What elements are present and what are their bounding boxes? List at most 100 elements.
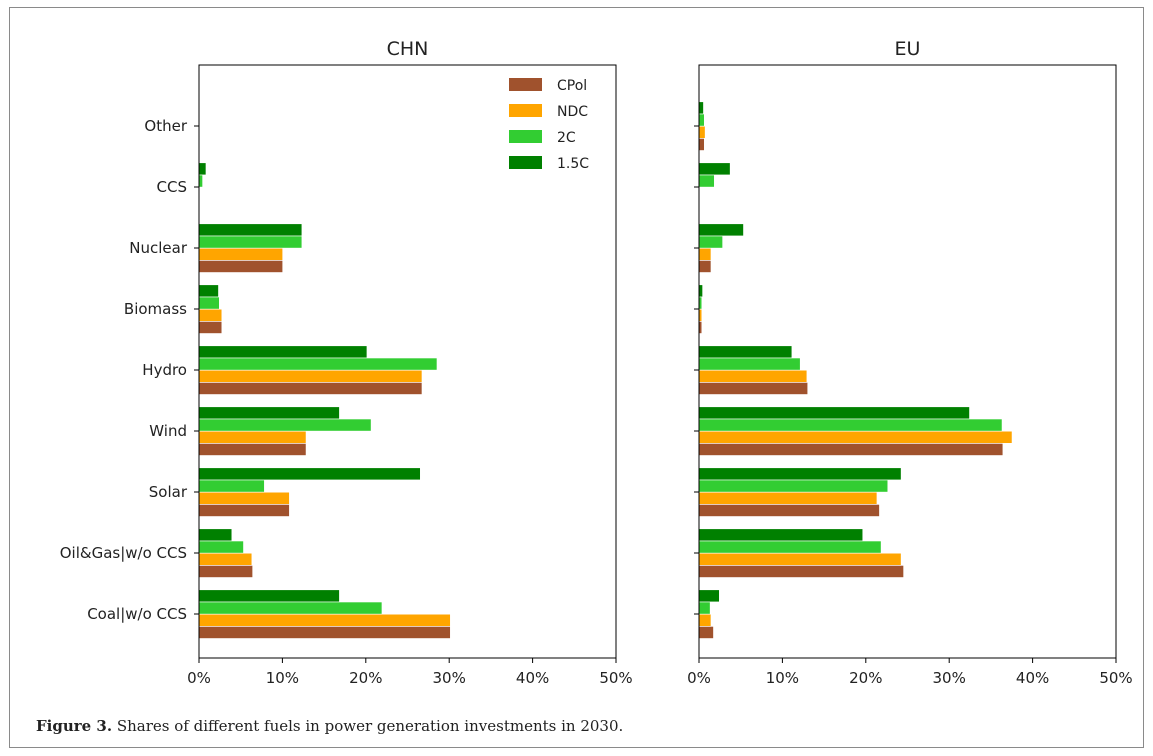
eu-bar-solar-1-5c — [699, 468, 901, 480]
chn-bar-biomass-1-5c — [199, 285, 219, 297]
chn-bar-hydro-1-5c — [199, 346, 367, 358]
eu-bar-nuclear-cpol — [699, 260, 711, 273]
chn-y-tick-label-coal-w-o-ccs: Coal|w/o CCS — [87, 605, 187, 623]
chn-bar-oil-gas-w-o-ccs-2c — [199, 541, 244, 553]
chn-bar-biomass-cpol — [199, 321, 222, 334]
figure-caption-text: Shares of different fuels in power gener… — [112, 717, 624, 735]
eu-bar-oil-gas-w-o-ccs-ndc — [699, 553, 901, 565]
chn-bar-coal-w-o-ccs-ndc — [199, 614, 451, 626]
figure-caption-label: Figure 3. — [36, 717, 113, 735]
eu-chart-title: EU — [895, 38, 921, 60]
chn-x-tick-label: 20% — [349, 669, 382, 687]
eu-bar-oil-gas-w-o-ccs-cpol — [699, 565, 904, 578]
chn-bar-solar-cpol — [199, 504, 290, 517]
chn-y-tick-label-biomass: Biomass — [124, 300, 187, 318]
chn-bar-ccs-1-5c — [199, 163, 206, 175]
eu-bar-oil-gas-w-o-ccs-1-5c — [699, 529, 863, 541]
chn-x-tick-label: 0% — [187, 669, 211, 687]
eu-x-tick-label: 50% — [1099, 669, 1132, 687]
chn-bar-ccs-2c — [199, 175, 203, 187]
chn-bar-oil-gas-w-o-ccs-1-5c — [199, 529, 232, 541]
eu-bar-ccs-1-5c — [699, 163, 730, 175]
chn-y-tick-label-wind: Wind — [149, 422, 187, 440]
chn-bar-coal-w-o-ccs-cpol — [199, 626, 451, 639]
legend-swatch-cpol — [509, 78, 542, 91]
eu-bar-biomass-1-5c — [699, 285, 703, 297]
chn-y-tick-label-other: Other — [144, 117, 187, 135]
eu-bar-hydro-cpol — [699, 382, 808, 395]
chn-y-tick-label-hydro: Hydro — [142, 361, 187, 379]
chn-chart-title: CHN — [387, 38, 429, 60]
chn-bar-hydro-ndc — [199, 370, 422, 382]
chn-bar-hydro-2c — [199, 358, 437, 370]
eu-bar-hydro-1-5c — [699, 346, 792, 358]
eu-bar-solar-ndc — [699, 492, 877, 504]
legend-label-1-5c: 1.5C — [557, 156, 589, 172]
eu-plot-frame — [698, 64, 1117, 659]
figure-caption: Figure 3. Shares of different fuels in p… — [36, 717, 623, 735]
eu-bar-wind-ndc — [699, 431, 1012, 443]
eu-bar-other-ndc — [699, 126, 705, 138]
eu-bar-other-cpol — [699, 138, 705, 151]
chn-y-tick-label-ccs: CCS — [157, 178, 187, 196]
chn-bar-oil-gas-w-o-ccs-ndc — [199, 553, 252, 565]
eu-bar-biomass-cpol — [699, 321, 702, 334]
chn-y-tick-label-nuclear: Nuclear — [129, 239, 188, 257]
eu-x-tick-label: 30% — [933, 669, 966, 687]
chn-bar-wind-2c — [199, 419, 371, 431]
chn-x-tick-label: 40% — [516, 669, 549, 687]
chn-bar-nuclear-cpol — [199, 260, 283, 273]
eu-bar-nuclear-1-5c — [699, 224, 744, 236]
chn-bar-hydro-cpol — [199, 382, 422, 395]
chn-bar-biomass-2c — [199, 297, 220, 309]
chn-bar-solar-ndc — [199, 492, 290, 504]
chn-x-tick-label: 10% — [266, 669, 299, 687]
chn-x-tick-label: 30% — [433, 669, 466, 687]
chn-y-tick-label-solar: Solar — [149, 483, 188, 501]
eu-bar-nuclear-2c — [699, 236, 723, 248]
chn-plot-frame — [198, 64, 617, 659]
eu-bar-oil-gas-w-o-ccs-2c — [699, 541, 881, 553]
figure-frame — [9, 7, 1144, 748]
eu-bar-ccs-2c — [699, 175, 715, 187]
chn-bar-nuclear-2c — [199, 236, 302, 248]
eu-bar-coal-w-o-ccs-ndc — [699, 614, 711, 626]
eu-bar-hydro-2c — [699, 358, 800, 370]
eu-bar-solar-cpol — [699, 504, 880, 517]
chn-bar-wind-1-5c — [199, 407, 340, 419]
eu-bar-coal-w-o-ccs-cpol — [699, 626, 714, 639]
eu-bar-biomass-ndc — [699, 309, 702, 321]
eu-x-tick-label: 10% — [766, 669, 799, 687]
eu-bar-wind-1-5c — [699, 407, 970, 419]
legend-swatch-1-5c — [509, 156, 542, 169]
eu-bar-other-2c — [699, 114, 705, 126]
chn-bar-coal-w-o-ccs-1-5c — [199, 590, 340, 602]
eu-bar-coal-w-o-ccs-2c — [699, 602, 710, 614]
chn-bar-coal-w-o-ccs-2c — [199, 602, 382, 614]
eu-x-tick-label: 0% — [687, 669, 711, 687]
eu-bar-wind-2c — [699, 419, 1002, 431]
chn-y-tick-label-oil-gas-w-o-ccs: Oil&Gas|w/o CCS — [60, 544, 187, 562]
eu-bar-wind-cpol — [699, 443, 1003, 456]
legend-label-ndc: NDC — [557, 104, 588, 120]
chn-bar-solar-2c — [199, 480, 265, 492]
chn-bar-wind-cpol — [199, 443, 306, 456]
legend-label-cpol: CPol — [557, 78, 587, 94]
eu-bar-biomass-2c — [699, 297, 702, 309]
chn-bar-wind-ndc — [199, 431, 306, 443]
eu-x-tick-label: 40% — [1016, 669, 1049, 687]
eu-bar-nuclear-ndc — [699, 248, 711, 260]
chn-x-tick-label: 50% — [599, 669, 632, 687]
legend-label-2c: 2C — [557, 130, 576, 146]
eu-x-tick-label: 20% — [849, 669, 882, 687]
chn-bar-oil-gas-w-o-ccs-cpol — [199, 565, 253, 578]
chn-bar-nuclear-1-5c — [199, 224, 302, 236]
eu-bar-solar-2c — [699, 480, 888, 492]
eu-bar-other-1-5c — [699, 102, 704, 114]
eu-bar-hydro-ndc — [699, 370, 807, 382]
legend-swatch-2c — [509, 130, 542, 143]
chn-bar-solar-1-5c — [199, 468, 421, 480]
chn-bar-biomass-ndc — [199, 309, 222, 321]
chn-bar-nuclear-ndc — [199, 248, 283, 260]
